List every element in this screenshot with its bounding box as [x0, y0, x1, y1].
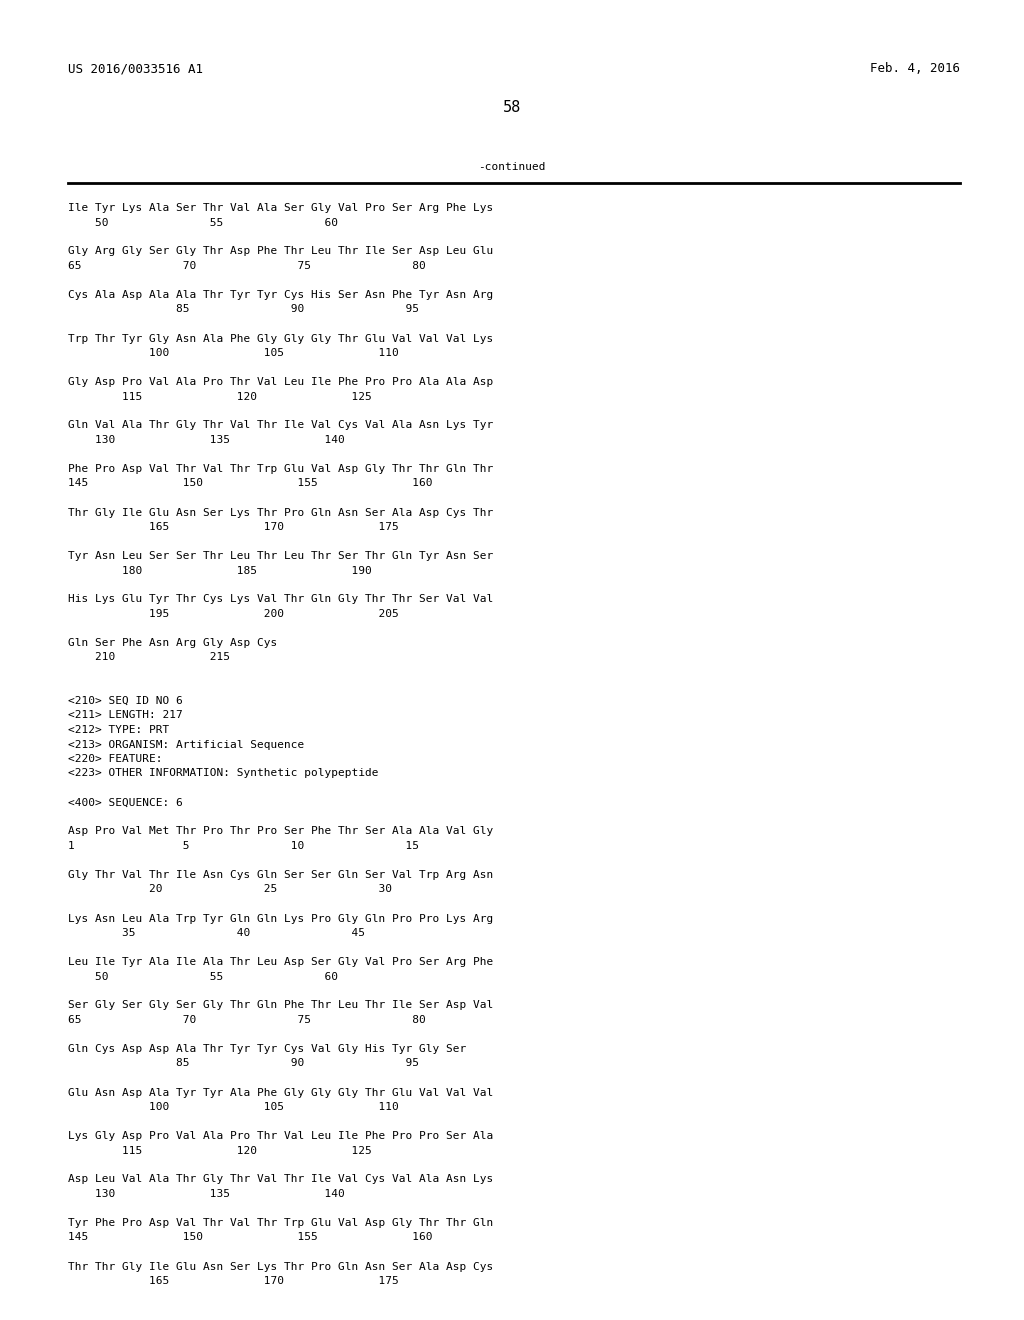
Text: 85               90               95: 85 90 95 — [68, 1059, 419, 1068]
Text: Asp Pro Val Met Thr Pro Thr Pro Ser Phe Thr Ser Ala Ala Val Gly: Asp Pro Val Met Thr Pro Thr Pro Ser Phe … — [68, 826, 494, 837]
Text: 50               55               60: 50 55 60 — [68, 218, 338, 227]
Text: Cys Ala Asp Ala Ala Thr Tyr Tyr Cys His Ser Asn Phe Tyr Asn Arg: Cys Ala Asp Ala Ala Thr Tyr Tyr Cys His … — [68, 290, 494, 300]
Text: 115              120              125: 115 120 125 — [68, 392, 372, 401]
Text: Lys Gly Asp Pro Val Ala Pro Thr Val Leu Ile Phe Pro Pro Ser Ala: Lys Gly Asp Pro Val Ala Pro Thr Val Leu … — [68, 1131, 494, 1140]
Text: 145              150              155              160: 145 150 155 160 — [68, 1233, 432, 1242]
Text: 165              170              175: 165 170 175 — [68, 1276, 398, 1286]
Text: Gly Arg Gly Ser Gly Thr Asp Phe Thr Leu Thr Ile Ser Asp Leu Glu: Gly Arg Gly Ser Gly Thr Asp Phe Thr Leu … — [68, 247, 494, 256]
Text: Asp Leu Val Ala Thr Gly Thr Val Thr Ile Val Cys Val Ala Asn Lys: Asp Leu Val Ala Thr Gly Thr Val Thr Ile … — [68, 1175, 494, 1184]
Text: Lys Asn Leu Ala Trp Tyr Gln Gln Lys Pro Gly Gln Pro Pro Lys Arg: Lys Asn Leu Ala Trp Tyr Gln Gln Lys Pro … — [68, 913, 494, 924]
Text: 58: 58 — [503, 100, 521, 115]
Text: Gln Cys Asp Asp Ala Thr Tyr Tyr Cys Val Gly His Tyr Gly Ser: Gln Cys Asp Asp Ala Thr Tyr Tyr Cys Val … — [68, 1044, 466, 1053]
Text: 20               25               30: 20 25 30 — [68, 884, 392, 895]
Text: Glu Asn Asp Ala Tyr Tyr Ala Phe Gly Gly Gly Thr Glu Val Val Val: Glu Asn Asp Ala Tyr Tyr Ala Phe Gly Gly … — [68, 1088, 494, 1097]
Text: Gly Asp Pro Val Ala Pro Thr Val Leu Ile Phe Pro Pro Ala Ala Asp: Gly Asp Pro Val Ala Pro Thr Val Leu Ile … — [68, 378, 494, 387]
Text: 100              105              110: 100 105 110 — [68, 348, 398, 358]
Text: <220> FEATURE:: <220> FEATURE: — [68, 754, 163, 764]
Text: Ser Gly Ser Gly Ser Gly Thr Gln Phe Thr Leu Thr Ile Ser Asp Val: Ser Gly Ser Gly Ser Gly Thr Gln Phe Thr … — [68, 1001, 494, 1011]
Text: Ile Tyr Lys Ala Ser Thr Val Ala Ser Gly Val Pro Ser Arg Phe Lys: Ile Tyr Lys Ala Ser Thr Val Ala Ser Gly … — [68, 203, 494, 213]
Text: <400> SEQUENCE: 6: <400> SEQUENCE: 6 — [68, 797, 182, 808]
Text: Phe Pro Asp Val Thr Val Thr Trp Glu Val Asp Gly Thr Thr Gln Thr: Phe Pro Asp Val Thr Val Thr Trp Glu Val … — [68, 465, 494, 474]
Text: <211> LENGTH: 217: <211> LENGTH: 217 — [68, 710, 182, 721]
Text: 1                5               10               15: 1 5 10 15 — [68, 841, 419, 851]
Text: 100              105              110: 100 105 110 — [68, 1102, 398, 1111]
Text: Leu Ile Tyr Ala Ile Ala Thr Leu Asp Ser Gly Val Pro Ser Arg Phe: Leu Ile Tyr Ala Ile Ala Thr Leu Asp Ser … — [68, 957, 494, 968]
Text: Trp Thr Tyr Gly Asn Ala Phe Gly Gly Gly Thr Glu Val Val Val Lys: Trp Thr Tyr Gly Asn Ala Phe Gly Gly Gly … — [68, 334, 494, 343]
Text: 210              215: 210 215 — [68, 652, 230, 663]
Text: 50               55               60: 50 55 60 — [68, 972, 338, 982]
Text: US 2016/0033516 A1: US 2016/0033516 A1 — [68, 62, 203, 75]
Text: Tyr Asn Leu Ser Ser Thr Leu Thr Leu Thr Ser Thr Gln Tyr Asn Ser: Tyr Asn Leu Ser Ser Thr Leu Thr Leu Thr … — [68, 550, 494, 561]
Text: -continued: -continued — [478, 162, 546, 172]
Text: 165              170              175: 165 170 175 — [68, 521, 398, 532]
Text: 65               70               75               80: 65 70 75 80 — [68, 261, 426, 271]
Text: Feb. 4, 2016: Feb. 4, 2016 — [870, 62, 961, 75]
Text: 145              150              155              160: 145 150 155 160 — [68, 479, 432, 488]
Text: 85               90               95: 85 90 95 — [68, 305, 419, 314]
Text: Thr Gly Ile Glu Asn Ser Lys Thr Pro Gln Asn Ser Ala Asp Cys Thr: Thr Gly Ile Glu Asn Ser Lys Thr Pro Gln … — [68, 507, 494, 517]
Text: His Lys Glu Tyr Thr Cys Lys Val Thr Gln Gly Thr Thr Ser Val Val: His Lys Glu Tyr Thr Cys Lys Val Thr Gln … — [68, 594, 494, 605]
Text: 115              120              125: 115 120 125 — [68, 1146, 372, 1155]
Text: 35               40               45: 35 40 45 — [68, 928, 365, 939]
Text: <223> OTHER INFORMATION: Synthetic polypeptide: <223> OTHER INFORMATION: Synthetic polyp… — [68, 768, 379, 779]
Text: Gln Ser Phe Asn Arg Gly Asp Cys: Gln Ser Phe Asn Arg Gly Asp Cys — [68, 638, 278, 648]
Text: 130              135              140: 130 135 140 — [68, 1189, 345, 1199]
Text: Thr Thr Gly Ile Glu Asn Ser Lys Thr Pro Gln Asn Ser Ala Asp Cys: Thr Thr Gly Ile Glu Asn Ser Lys Thr Pro … — [68, 1262, 494, 1271]
Text: <213> ORGANISM: Artificial Sequence: <213> ORGANISM: Artificial Sequence — [68, 739, 304, 750]
Text: 180              185              190: 180 185 190 — [68, 565, 372, 576]
Text: Gln Val Ala Thr Gly Thr Val Thr Ile Val Cys Val Ala Asn Lys Tyr: Gln Val Ala Thr Gly Thr Val Thr Ile Val … — [68, 421, 494, 430]
Text: <212> TYPE: PRT: <212> TYPE: PRT — [68, 725, 169, 735]
Text: 195              200              205: 195 200 205 — [68, 609, 398, 619]
Text: 65               70               75               80: 65 70 75 80 — [68, 1015, 426, 1026]
Text: 130              135              140: 130 135 140 — [68, 436, 345, 445]
Text: Tyr Phe Pro Asp Val Thr Val Thr Trp Glu Val Asp Gly Thr Thr Gln: Tyr Phe Pro Asp Val Thr Val Thr Trp Glu … — [68, 1218, 494, 1228]
Text: Gly Thr Val Thr Ile Asn Cys Gln Ser Ser Gln Ser Val Trp Arg Asn: Gly Thr Val Thr Ile Asn Cys Gln Ser Ser … — [68, 870, 494, 880]
Text: <210> SEQ ID NO 6: <210> SEQ ID NO 6 — [68, 696, 182, 706]
